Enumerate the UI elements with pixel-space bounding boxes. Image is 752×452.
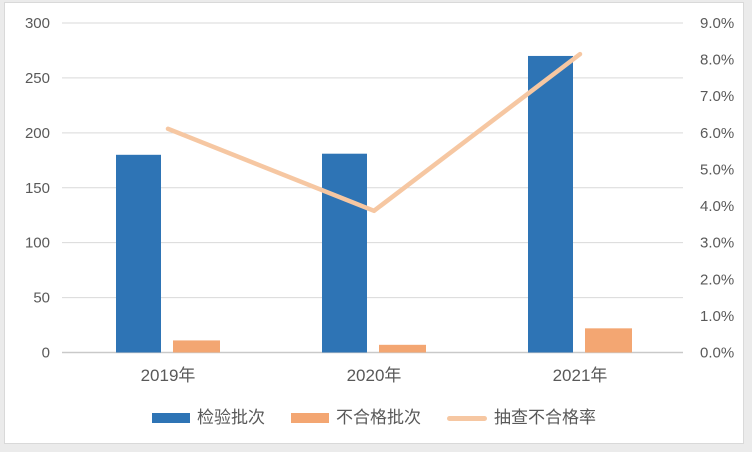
bar-inspection-batches-0 bbox=[116, 154, 161, 353]
legend-label-sampling-failure-rate: 抽查不合格率 bbox=[494, 408, 596, 427]
bar-inspection-batches-1 bbox=[322, 153, 367, 353]
line-sampling-failure-rate bbox=[165, 51, 583, 214]
x-axis-category-label: 2019年 bbox=[141, 366, 196, 385]
right-axis-tick-label: 3.0% bbox=[700, 235, 734, 252]
left-axis-tick-label: 200 bbox=[25, 125, 50, 142]
right-axis-tick-label: 6.0% bbox=[700, 125, 734, 142]
left-axis-tick-label: 150 bbox=[25, 180, 50, 197]
legend-label-inspection-batches: 检验批次 bbox=[197, 408, 265, 427]
legend-item-inspection-batches: 检验批次 bbox=[152, 408, 265, 428]
right-axis-tick-label: 7.0% bbox=[700, 88, 734, 105]
right-axis-tick-label: 4.0% bbox=[700, 198, 734, 215]
bar-failed-batches-1 bbox=[379, 344, 426, 353]
right-axis-tick-label: 9.0% bbox=[700, 15, 734, 32]
x-axis-category-label: 2020年 bbox=[347, 366, 402, 385]
legend-swatch-inspection-batches bbox=[152, 413, 190, 423]
left-axis-tick-label: 0 bbox=[42, 345, 50, 362]
right-axis-tick-label: 1.0% bbox=[700, 308, 734, 325]
right-axis-tick-label: 5.0% bbox=[700, 161, 734, 178]
left-axis-tick-label: 50 bbox=[33, 290, 50, 307]
legend-item-sampling-failure-rate: 抽查不合格率 bbox=[447, 408, 596, 428]
legend-label-failed-batches: 不合格批次 bbox=[336, 408, 421, 427]
x-axis-category-label: 2021年 bbox=[553, 366, 608, 385]
legend-swatch-sampling-failure-rate bbox=[447, 415, 487, 421]
right-axis-tick-label: 0.0% bbox=[700, 345, 734, 362]
left-axis-tick-label: 250 bbox=[25, 70, 50, 87]
right-axis-tick-label: 8.0% bbox=[700, 52, 734, 69]
legend-item-failed-batches: 不合格批次 bbox=[291, 408, 421, 428]
bar-failed-batches-2 bbox=[585, 328, 632, 353]
chart-legend: 检验批次 不合格批次 抽查不合格率 bbox=[5, 408, 743, 428]
left-axis-tick-label: 100 bbox=[25, 235, 50, 252]
bar-inspection-batches-2 bbox=[528, 55, 573, 353]
left-axis-tick-label: 300 bbox=[25, 15, 50, 32]
bar-failed-batches-0 bbox=[173, 340, 220, 353]
right-axis-tick-label: 2.0% bbox=[700, 271, 734, 288]
legend-swatch-failed-batches bbox=[291, 413, 329, 423]
